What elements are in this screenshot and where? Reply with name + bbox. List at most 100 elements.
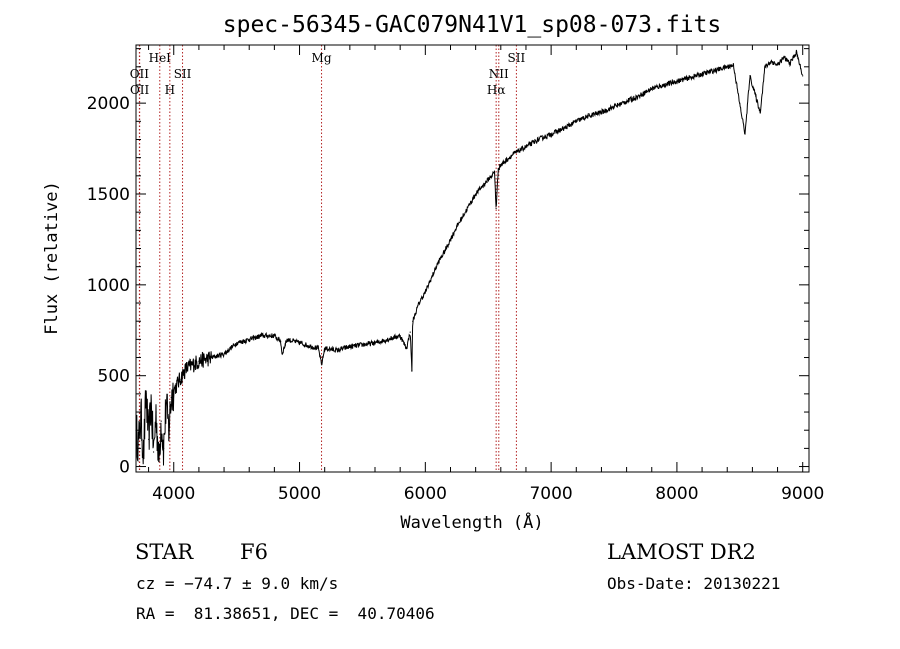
- spectrum-point: [487, 178, 489, 181]
- plot-frame: [135, 44, 810, 473]
- spectrum-point: [443, 251, 445, 253]
- spectrum-point: [405, 347, 408, 349]
- object-class: STAR: [135, 540, 194, 564]
- spectrum-point: [600, 111, 603, 113]
- spectrum-point: [418, 302, 420, 304]
- spectrum-point: [148, 438, 150, 440]
- spectrum-point: [298, 342, 301, 344]
- spectrum-point: [281, 353, 283, 355]
- spectrum-point: [550, 133, 552, 135]
- spectral-line-label: Mg: [312, 51, 332, 65]
- spectrum-point: [185, 367, 187, 369]
- spectrum-point: [179, 378, 181, 380]
- x-tick-label: 6000: [404, 484, 447, 504]
- spectrum-point: [783, 57, 785, 59]
- spectrum-point: [150, 402, 152, 404]
- x-tick-label: 7000: [529, 484, 572, 504]
- spectrum-point: [744, 133, 746, 135]
- spectrum-point: [732, 64, 735, 66]
- spectrum-point: [361, 344, 363, 346]
- spectrum-point: [411, 369, 413, 371]
- spectrum-point: [160, 420, 162, 422]
- spectrum-point: [749, 75, 751, 77]
- spectrum-point: [163, 447, 165, 449]
- spectrum-point: [409, 331, 411, 333]
- spectrum-point: [324, 347, 326, 349]
- spectrum-point: [317, 347, 319, 349]
- spectrum-point: [626, 100, 628, 102]
- spectrum-point: [170, 396, 172, 399]
- spectrum-point: [158, 460, 160, 462]
- spectrum-point: [412, 320, 414, 322]
- spectrum-point: [676, 80, 678, 82]
- spectrum-point: [155, 411, 157, 413]
- x-axis-label: Wavelength (Å): [400, 511, 543, 533]
- spectrum-point: [770, 60, 772, 63]
- spectral-line-label: OII: [130, 83, 150, 97]
- spectrum-point: [137, 444, 140, 446]
- x-tick-label: 8000: [655, 484, 698, 504]
- spectrum-point: [613, 106, 615, 108]
- object-subclass: F6: [240, 540, 268, 564]
- spectrum-point: [663, 84, 665, 86]
- y-tick-label: 1000: [87, 276, 130, 296]
- spectrum-point: [449, 238, 452, 240]
- spectrum-point: [525, 146, 527, 148]
- spectral-line-label: NII: [489, 67, 509, 81]
- spectral-line-label: HeI: [149, 51, 172, 65]
- spectrum-point: [431, 277, 433, 279]
- spectrum-point: [506, 158, 508, 161]
- x-tick-label: 5000: [278, 484, 321, 504]
- spectrum-point: [764, 66, 766, 68]
- spectrum-point: [802, 75, 804, 77]
- spectrum-point: [261, 335, 263, 337]
- spectrum-point: [320, 364, 323, 366]
- spectrum-point: [223, 353, 225, 355]
- spectrum-point: [168, 429, 170, 431]
- spectrum-point: [456, 226, 458, 228]
- spectrum-point: [336, 349, 338, 351]
- spectrum-point: [481, 186, 483, 188]
- spectrum-point: [759, 111, 761, 113]
- spectrum-point: [192, 364, 194, 366]
- spectrum-point: [374, 342, 376, 344]
- coordinates: RA = 81.38651, DEC = 40.70406: [136, 604, 435, 623]
- x-tick-label: 4000: [152, 484, 195, 504]
- spectral-line-label: Hα: [487, 83, 506, 97]
- spectrum-point: [495, 207, 497, 210]
- y-axis-ticks: 0 500 1000 1500 2000: [87, 48, 809, 478]
- spectrum-point: [165, 402, 167, 404]
- x-tick-label: 9000: [781, 484, 824, 504]
- spectrum-point: [153, 451, 155, 453]
- spectrum-point: [701, 73, 703, 75]
- obs-date: Obs-Date: 20130221: [607, 574, 781, 593]
- spectrum-point: [475, 193, 477, 195]
- spectrum-point: [777, 64, 779, 66]
- spectrum-point: [437, 262, 439, 264]
- x-axis-ticks: 4000 5000 6000 7000 8000 9000: [148, 45, 824, 504]
- spectrum-trace: [135, 49, 804, 466]
- spectrum-point: [468, 204, 470, 206]
- spectrum-point: [739, 102, 741, 104]
- spectral-line-label: SII: [174, 67, 192, 81]
- spectrum-point: [210, 356, 213, 359]
- spectrum-point: [789, 62, 791, 64]
- spectrum-point: [462, 215, 464, 217]
- y-tick-label: 2000: [87, 94, 130, 114]
- spectrum-point: [236, 342, 238, 344]
- y-axis-label: Flux (relative): [42, 181, 62, 335]
- spectrum-point: [563, 128, 565, 130]
- spectrum-point: [280, 340, 282, 342]
- spectrum-point: [651, 88, 653, 90]
- y-tick-label: 500: [98, 367, 130, 387]
- spectrum-point: [688, 77, 691, 79]
- spectrum-point: [512, 153, 515, 155]
- spectrum-point: [638, 95, 640, 97]
- spectrum-point: [588, 115, 590, 117]
- y-tick-label: 0: [119, 458, 130, 478]
- spectrum-point: [248, 338, 250, 340]
- spectrum-point: [142, 455, 145, 457]
- spectrum-point: [726, 66, 728, 68]
- spectrum-point: [399, 335, 401, 337]
